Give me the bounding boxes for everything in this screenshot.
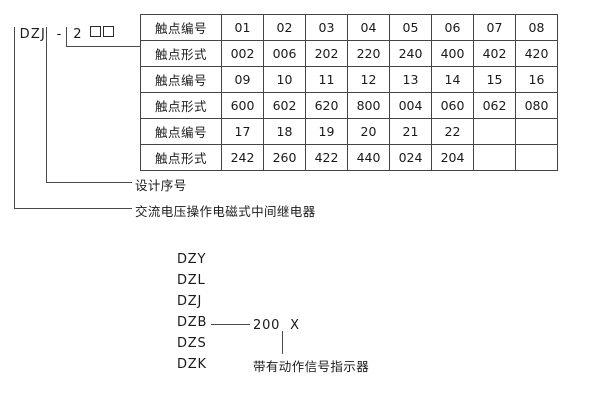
leader-line-vertical-indicator xyxy=(282,331,283,354)
table-cell: 17 xyxy=(221,118,264,145)
table-cell: 21 xyxy=(389,118,432,145)
series-item: DZY xyxy=(177,252,207,267)
model-code-text: DZJ - 2 xyxy=(19,27,89,42)
table-cell: 19 xyxy=(305,118,348,145)
table-cell: 14 xyxy=(431,66,474,93)
table-cell: 602 xyxy=(263,92,306,119)
table-cell: 060 xyxy=(431,92,474,119)
model-code-header: DZJ - 2 xyxy=(9,11,115,42)
leader-line-vertical-contacts xyxy=(66,27,67,47)
table-cell: 07 xyxy=(473,14,516,41)
table-cell: 002 xyxy=(221,40,264,67)
series-item: DZJ xyxy=(177,294,203,309)
table-cell: 400 xyxy=(431,40,474,67)
table-cell: 062 xyxy=(473,92,516,119)
table-cell: 15 xyxy=(473,66,516,93)
table-row: 触点编号 17 18 19 20 21 22 xyxy=(140,118,558,145)
table-cell: 22 xyxy=(431,118,474,145)
table-cell: 260 xyxy=(263,144,306,171)
spec-code-label: 200 X xyxy=(253,318,300,333)
table-cell: 05 xyxy=(389,14,432,41)
row-label: 触点编号 xyxy=(140,14,222,41)
table-cell: 09 xyxy=(221,66,264,93)
leader-line-vertical-relay-description xyxy=(14,27,15,208)
leader-line-horizontal-relay-description xyxy=(14,208,132,209)
series-item: DZS xyxy=(177,336,207,351)
table-cell: 16 xyxy=(515,66,558,93)
table-cell: 240 xyxy=(389,40,432,67)
table-cell: 01 xyxy=(221,14,264,41)
series-model-list: DZY DZL DZJ DZB DZS DZK xyxy=(177,249,207,375)
table-cell: 204 xyxy=(431,144,474,171)
table-cell: 620 xyxy=(305,92,348,119)
table-cell: 600 xyxy=(221,92,264,119)
table-row: 触点形式 600 602 620 800 004 060 062 080 xyxy=(140,92,558,119)
callout-label-design-sequence: 设计序号 xyxy=(135,178,187,193)
series-item: DZB xyxy=(177,315,208,330)
table-cell: 11 xyxy=(305,66,348,93)
series-item: DZL xyxy=(177,273,206,288)
table-cell: 13 xyxy=(389,66,432,93)
row-label: 触点编号 xyxy=(140,66,222,93)
table-cell: 800 xyxy=(347,92,390,119)
table-cell: 202 xyxy=(305,40,348,67)
table-cell: 024 xyxy=(389,144,432,171)
indicator-description-label: 带有动作信号指示器 xyxy=(253,359,370,374)
table-cell: 080 xyxy=(515,92,558,119)
model-code-placeholder-box-1 xyxy=(90,26,102,37)
table-cell: 242 xyxy=(221,144,264,171)
contact-specification-table: 触点编号 01 02 03 04 05 06 07 08 触点形式 002 00… xyxy=(140,14,558,171)
table-cell xyxy=(515,144,558,171)
table-row: 触点编号 01 02 03 04 05 06 07 08 xyxy=(140,14,558,41)
table-cell: 220 xyxy=(347,40,390,67)
table-cell: 04 xyxy=(347,14,390,41)
series-item: DZK xyxy=(177,357,207,372)
model-code-placeholder-box-2 xyxy=(103,26,115,37)
table-cell: 18 xyxy=(263,118,306,145)
leader-line-horizontal-contacts xyxy=(66,46,141,47)
row-label: 触点形式 xyxy=(140,144,222,171)
table-cell: 06 xyxy=(431,14,474,41)
leader-line-horizontal-design-sequence xyxy=(46,182,132,183)
table-cell: 02 xyxy=(263,14,306,41)
row-label: 触点编号 xyxy=(140,118,222,145)
table-cell: 10 xyxy=(263,66,306,93)
table-cell: 08 xyxy=(515,14,558,41)
table-cell: 20 xyxy=(347,118,390,145)
table-row: 触点形式 002 006 202 220 240 400 402 420 xyxy=(140,40,558,67)
table-cell: 440 xyxy=(347,144,390,171)
table-cell: 006 xyxy=(263,40,306,67)
table-row: 触点形式 242 260 422 440 024 204 xyxy=(140,144,558,171)
leader-line-horizontal-spec-code xyxy=(211,324,250,325)
table-cell: 402 xyxy=(473,40,516,67)
row-label: 触点形式 xyxy=(140,40,222,67)
table-cell: 004 xyxy=(389,92,432,119)
table-cell xyxy=(473,118,516,145)
row-label: 触点形式 xyxy=(140,92,222,119)
callout-label-relay-description: 交流电压操作电磁式中间继电器 xyxy=(135,204,316,219)
table-row: 触点编号 09 10 11 12 13 14 15 16 xyxy=(140,66,558,93)
table-cell: 12 xyxy=(347,66,390,93)
table-cell xyxy=(515,118,558,145)
leader-line-vertical-design-sequence xyxy=(46,27,47,182)
table-cell xyxy=(473,144,516,171)
table-cell: 420 xyxy=(515,40,558,67)
table-cell: 422 xyxy=(305,144,348,171)
table-body: 触点编号 01 02 03 04 05 06 07 08 触点形式 002 00… xyxy=(140,14,558,171)
table-cell: 03 xyxy=(305,14,348,41)
